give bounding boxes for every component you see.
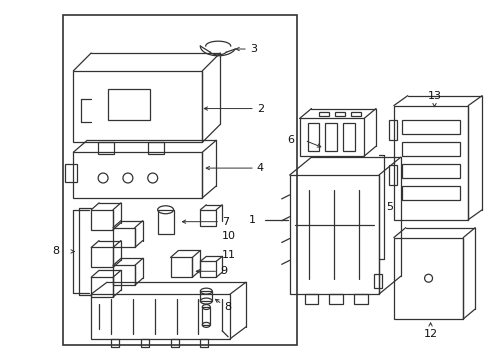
Bar [200, 291, 212, 301]
Bar [98, 142, 114, 154]
Bar [335, 112, 345, 116]
Text: 1: 1 [248, 215, 255, 225]
Bar [343, 123, 354, 151]
Bar [63, 15, 296, 345]
Bar [319, 112, 328, 116]
Bar [170, 339, 178, 347]
Text: 10: 10 [222, 230, 236, 240]
Text: 2: 2 [256, 104, 264, 113]
Text: 6: 6 [287, 135, 294, 145]
Text: 9: 9 [220, 266, 227, 276]
Bar [299, 118, 364, 156]
Bar [202, 307, 210, 325]
Bar [65, 164, 77, 182]
Bar [307, 123, 319, 151]
Bar [73, 71, 202, 142]
Text: 5: 5 [385, 202, 392, 212]
Bar [91, 277, 113, 297]
Bar [401, 186, 459, 200]
Bar [373, 274, 381, 288]
Bar [141, 339, 148, 347]
Bar [111, 339, 119, 347]
Bar [401, 121, 459, 134]
Bar [113, 265, 135, 285]
Bar [325, 123, 337, 151]
Text: 3: 3 [249, 44, 256, 54]
Bar [73, 152, 202, 198]
Bar [200, 261, 216, 277]
Text: 7: 7 [222, 217, 229, 227]
Bar [91, 294, 230, 339]
Bar [108, 89, 149, 121]
Bar [328, 294, 343, 304]
Text: 8: 8 [52, 247, 60, 256]
Bar [113, 228, 135, 247]
Bar [91, 210, 113, 230]
Bar [353, 294, 367, 304]
Bar [401, 142, 459, 156]
Bar [393, 105, 468, 220]
Bar [289, 175, 378, 294]
Bar [200, 210, 216, 226]
Bar [304, 294, 318, 304]
Bar [388, 165, 396, 185]
Bar [393, 238, 462, 319]
Text: 8: 8 [224, 302, 231, 312]
Bar [200, 339, 208, 347]
Text: 4: 4 [256, 163, 264, 173]
Bar [170, 257, 192, 277]
Bar [147, 142, 163, 154]
Bar [388, 121, 396, 140]
Text: 11: 11 [222, 251, 236, 260]
Text: 12: 12 [423, 329, 437, 339]
Bar [91, 247, 113, 267]
Bar [350, 112, 360, 116]
Bar [401, 164, 459, 178]
Bar [157, 210, 173, 234]
Text: 13: 13 [427, 91, 441, 101]
